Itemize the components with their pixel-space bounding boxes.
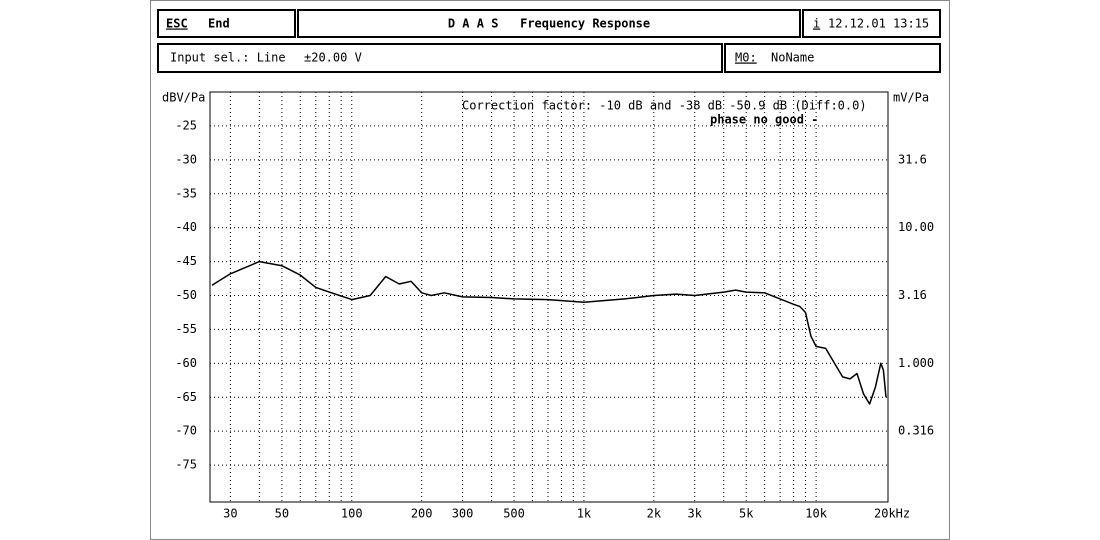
- plot-frame: [209, 91, 889, 503]
- info-box[interactable]: [802, 9, 941, 38]
- y2-tick-label: 1.000: [898, 356, 934, 370]
- input-label: Input sel.: Line: [170, 51, 286, 65]
- x-tick-label: 200: [411, 507, 433, 521]
- y-tick-label: -55: [175, 322, 197, 336]
- app-title: D A A S Frequency Response: [448, 17, 650, 31]
- x-tick-label: 300: [452, 507, 474, 521]
- response-curve: [211, 260, 887, 405]
- y2-tick-label: 10.00: [898, 220, 934, 234]
- y2-axis-label: mV/Pa: [893, 91, 929, 105]
- x-tick-label: 50: [275, 507, 289, 521]
- x-tick-label: 20kHz: [874, 507, 910, 521]
- y2-tick-label: 0.316: [898, 424, 934, 438]
- memory-box[interactable]: [724, 43, 941, 73]
- y2-tick-label: 31.6: [898, 152, 927, 166]
- x-tick-label: 1k: [577, 507, 592, 521]
- annotation: Correction factor: -10 dB and -38 dB -50…: [462, 99, 867, 113]
- y-axis-label: dBV/Pa: [162, 91, 205, 105]
- y-tick-label: -70: [175, 424, 197, 438]
- y-tick-label: -30: [175, 152, 197, 166]
- y-tick-label: -60: [175, 356, 197, 370]
- x-tick-label: 500: [503, 507, 525, 521]
- window-frame: [150, 0, 950, 540]
- input-box[interactable]: [157, 43, 723, 73]
- input-range: ±20.00 V: [304, 51, 362, 65]
- y-tick-label: -50: [175, 288, 197, 302]
- y2-tick-label: 3.16: [898, 288, 927, 302]
- y-tick-label: -35: [175, 186, 197, 200]
- info-key[interactable]: i: [813, 17, 820, 31]
- x-tick-label: 5k: [739, 507, 754, 521]
- y-tick-label: -75: [175, 458, 197, 472]
- y-tick-label: -25: [175, 118, 197, 132]
- x-tick-label: 30: [223, 507, 237, 521]
- memory-name: NoName: [771, 51, 814, 65]
- end-label[interactable]: End: [208, 17, 230, 31]
- title-box: [297, 9, 801, 38]
- datetime: 12.12.01 13:15: [828, 17, 929, 31]
- annotation: phase no good -: [710, 113, 818, 127]
- esc-key[interactable]: ESC: [166, 17, 188, 31]
- esc-box[interactable]: [157, 9, 296, 38]
- memory-key: M0:: [735, 51, 757, 65]
- x-tick-label: 2k: [647, 507, 662, 521]
- x-tick-label: 3k: [687, 507, 702, 521]
- y-tick-label: -65: [175, 390, 197, 404]
- y-tick-label: -45: [175, 254, 197, 268]
- y-tick-label: -40: [175, 220, 197, 234]
- x-tick-label: 100: [341, 507, 363, 521]
- x-tick-label: 10k: [805, 507, 827, 521]
